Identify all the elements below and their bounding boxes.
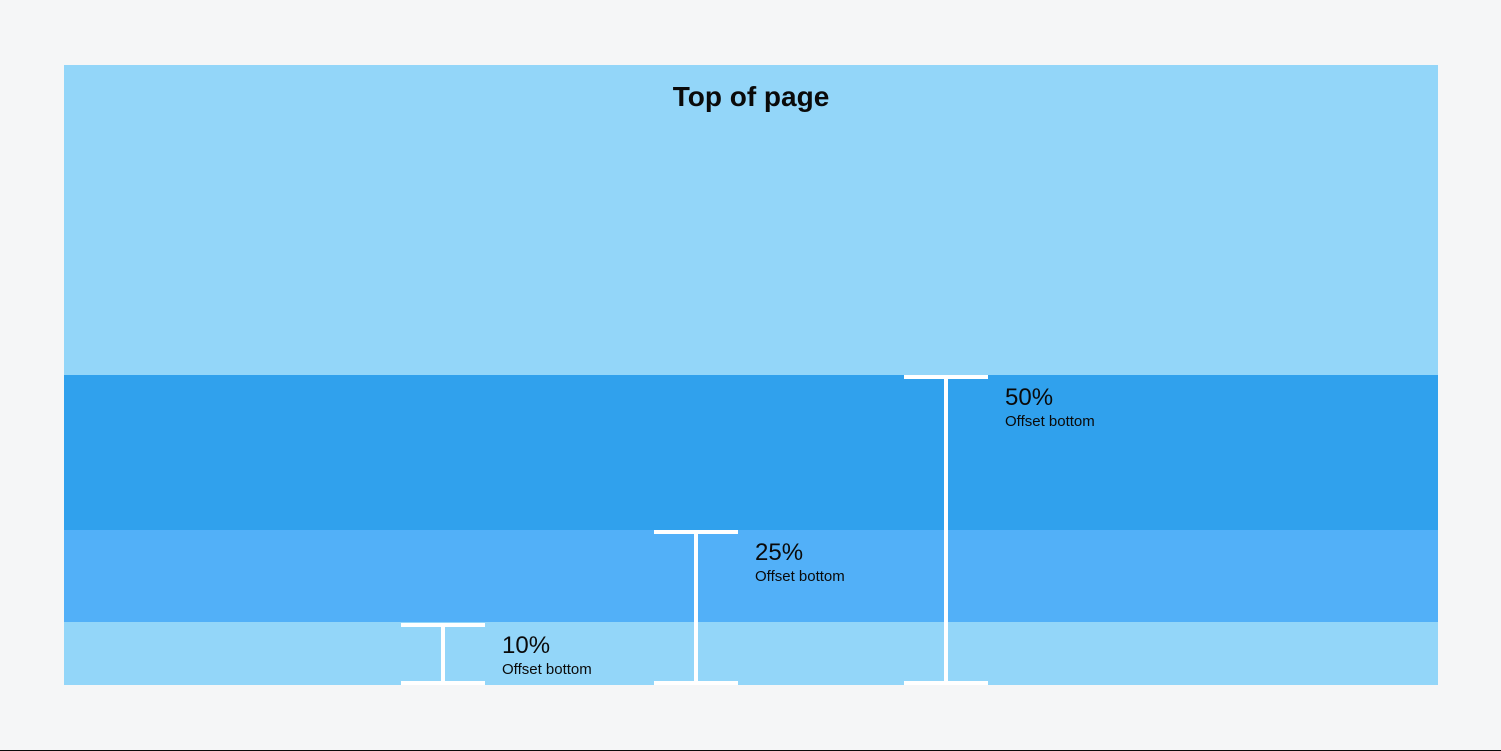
- indicator-percent-label: 10%: [502, 633, 592, 659]
- i-bar-bottom: [654, 681, 738, 685]
- i-bar-stem: [441, 623, 445, 685]
- page-title: Top of page: [64, 81, 1438, 113]
- indicator-label-group: 50% Offset bottom: [1005, 385, 1095, 431]
- indicator-percent-label: 50%: [1005, 385, 1095, 411]
- indicator-offset-25: 25% Offset bottom: [654, 530, 914, 685]
- layer-band-50: [64, 375, 1438, 530]
- indicator-label-group: 25% Offset bottom: [755, 540, 845, 586]
- indicator-offset-10: 10% Offset bottom: [401, 623, 661, 685]
- indicator-sub-label: Offset bottom: [502, 661, 592, 679]
- i-bar-stem: [944, 375, 948, 685]
- indicator-offset-50: 50% Offset bottom: [904, 375, 1164, 685]
- i-bar-stem: [694, 530, 698, 685]
- indicator-percent-label: 25%: [755, 540, 845, 566]
- diagram-canvas: Top of page 10% Offset bottom 25% Offset…: [64, 65, 1438, 685]
- indicator-label-group: 10% Offset bottom: [502, 633, 592, 679]
- i-bar-bottom: [401, 681, 485, 685]
- indicator-sub-label: Offset bottom: [755, 568, 845, 586]
- indicator-sub-label: Offset bottom: [1005, 413, 1095, 431]
- i-bar-bottom: [904, 681, 988, 685]
